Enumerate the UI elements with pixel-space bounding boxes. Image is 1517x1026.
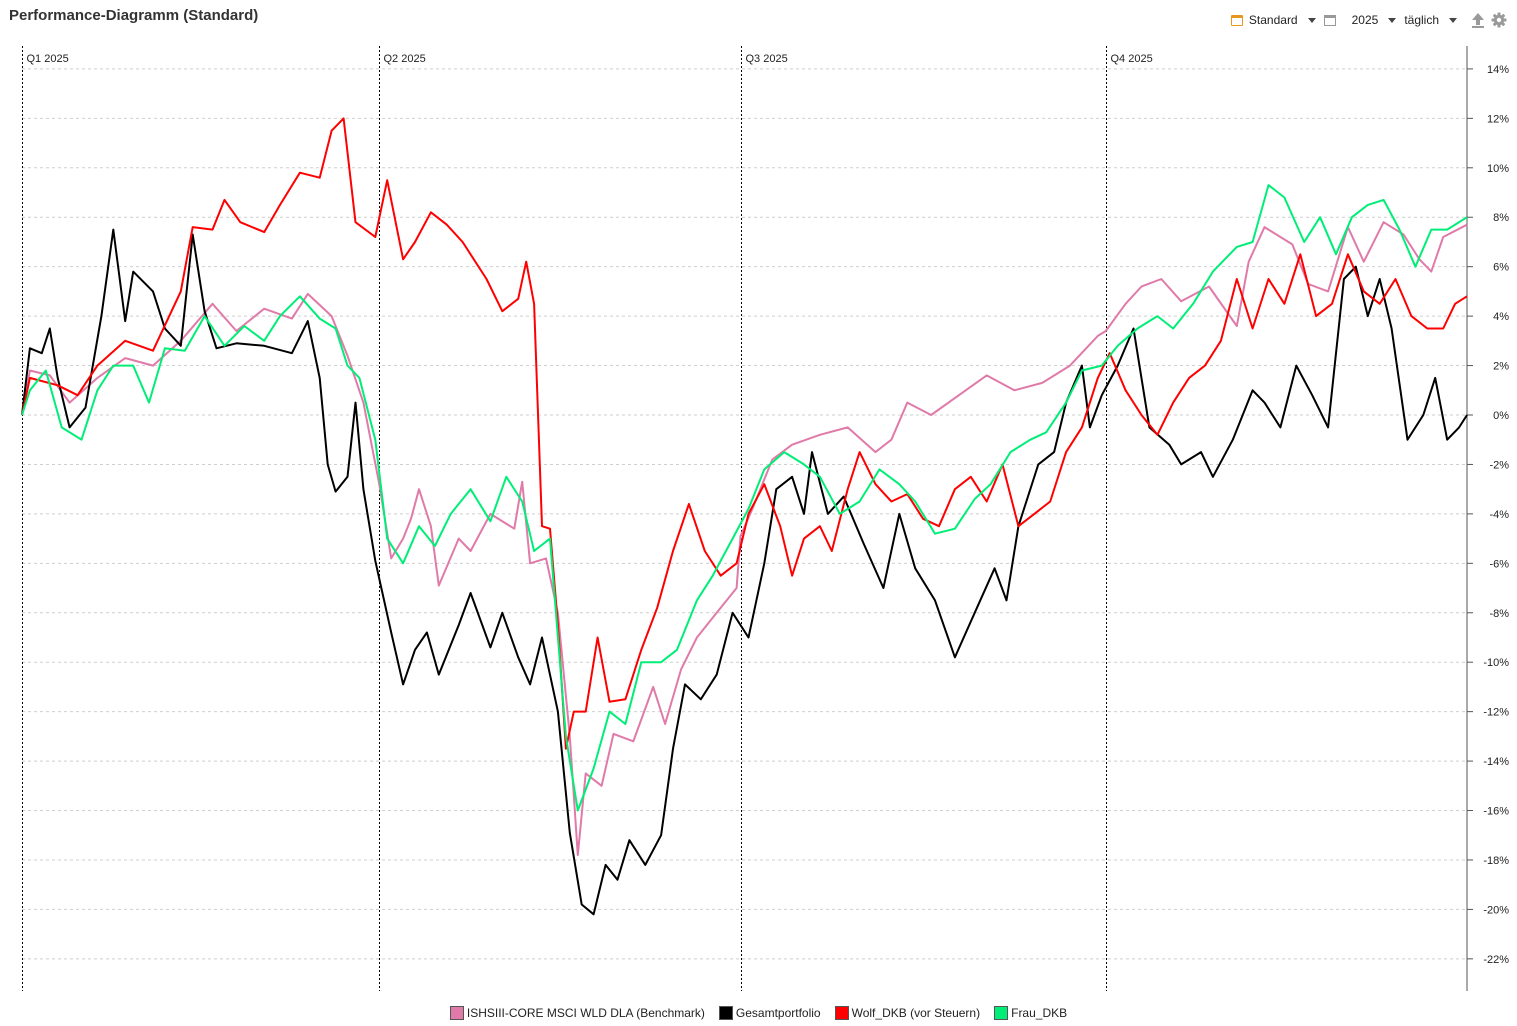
series-line (21, 117, 1468, 750)
gear-icon[interactable] (1491, 12, 1507, 28)
y-tick-label: -2% (1489, 459, 1509, 471)
y-tick-label: -4% (1489, 509, 1509, 521)
chart-legend: ISHSIII-CORE MSCI WLD DLA (Benchmark) Ges… (0, 1006, 1517, 1020)
interval-selector-label: täglich (1404, 13, 1439, 27)
year-selector-label: 2025 (1351, 13, 1379, 27)
chart-toolbar: Standard 2025 täglich (1223, 9, 1507, 31)
quarter-label: Q3 2025 (746, 53, 788, 65)
y-tick-label: -14% (1483, 756, 1509, 768)
legend-label: Gesamtportfolio (735, 1006, 821, 1020)
quarter-label: Q1 2025 (27, 53, 69, 65)
legend-item[interactable]: Frau_DKB (994, 1006, 1067, 1020)
y-tick-label: 2% (1493, 361, 1509, 373)
legend-swatch (449, 1006, 464, 1020)
quarter-label: Q2 2025 (384, 53, 426, 65)
y-tick-label: 4% (1493, 311, 1509, 323)
y-tick-label: -22% (1483, 954, 1509, 966)
view-selector[interactable]: Standard (1230, 13, 1316, 27)
y-tick-label: -8% (1489, 608, 1509, 620)
chevron-down-icon (1388, 17, 1397, 23)
series-line (21, 184, 1468, 812)
series-line (21, 221, 1468, 856)
y-tick-label: -16% (1483, 806, 1509, 818)
window-icon (1323, 14, 1336, 26)
y-axis: 14% 12% 10% 8% 6% 4% 2% 0% -2% -4% -6% -8% -10% -12% -… (1466, 46, 1509, 991)
legend-item[interactable]: Wolf_DKB (vor Steuern) (834, 1006, 981, 1020)
export-icon[interactable] (1471, 12, 1485, 28)
y-tick-label: 6% (1493, 262, 1509, 274)
performance-chart: Q1 2025 Q2 2025 Q3 2025 Q4 2025 14% 12% 10% 8%… (21, 46, 1509, 991)
y-tick-label: -20% (1483, 904, 1509, 916)
interval-selector[interactable]: täglich (1404, 13, 1457, 27)
grid-lines (22, 68, 1467, 960)
legend-label: Frau_DKB (1011, 1006, 1068, 1020)
y-tick-label: 0% (1493, 410, 1509, 422)
series-line (21, 228, 1468, 916)
legend-label: ISHSIII-CORE MSCI WLD DLA (Benchmark) (466, 1006, 705, 1020)
legend-swatch (718, 1006, 733, 1020)
y-tick-label: -6% (1489, 558, 1509, 570)
y-tick-label: -12% (1483, 707, 1509, 719)
legend-item[interactable]: Gesamtportfolio (718, 1006, 821, 1020)
legend-swatch (994, 1006, 1009, 1020)
quarter-label: Q4 2025 (1111, 53, 1153, 65)
y-tick-label: 14% (1487, 64, 1509, 76)
calendar-icon (1230, 14, 1243, 26)
view-selector-label: Standard (1248, 13, 1298, 27)
series-lines (21, 117, 1468, 916)
y-tick-label: -10% (1483, 657, 1509, 669)
legend-swatch (834, 1006, 849, 1020)
chevron-down-icon (1307, 17, 1316, 23)
y-tick-label: -18% (1483, 855, 1509, 867)
chevron-down-icon (1449, 17, 1457, 23)
chart-title: Performance-Diagramm (Standard) (9, 7, 259, 24)
y-tick-label: 12% (1487, 113, 1509, 125)
y-tick-label: 8% (1493, 212, 1509, 224)
legend-item[interactable]: ISHSIII-CORE MSCI WLD DLA (Benchmark) (449, 1006, 705, 1020)
year-selector[interactable]: 2025 (1323, 13, 1397, 27)
legend-label: Wolf_DKB (vor Steuern) (851, 1006, 981, 1020)
y-tick-label: 10% (1487, 163, 1509, 175)
quarter-markers: Q1 2025 Q2 2025 Q3 2025 Q4 2025 (22, 46, 1153, 991)
